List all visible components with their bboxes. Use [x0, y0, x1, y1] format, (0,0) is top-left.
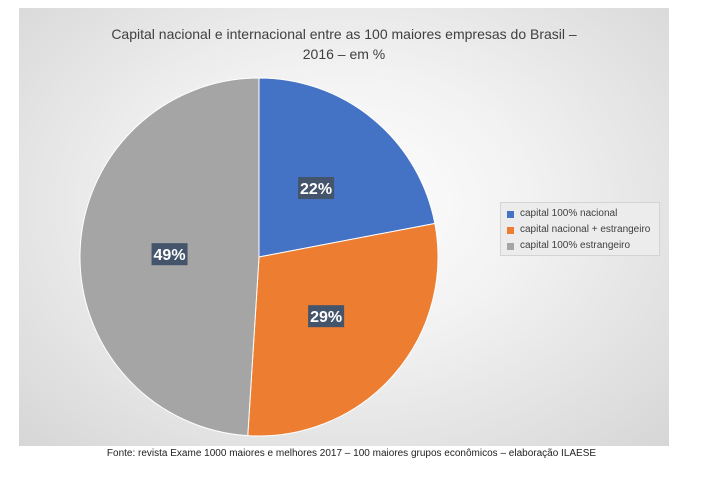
chart-title-line-1: Capital nacional e internacional entre a…: [111, 26, 577, 42]
data-label-bg-estrangeiro: [151, 243, 188, 266]
chart-title-line-2: 2016 – em %: [302, 46, 386, 62]
legend-label-misto: capital nacional + estrangeiro: [520, 224, 651, 235]
chart-title: Capital nacional e internacional entre a…: [19, 24, 669, 64]
data-label-nacional: 22%: [298, 177, 335, 200]
data-label-bg-nacional: [298, 177, 335, 200]
chart-legend: capital 100% nacional capital nacional +…: [500, 202, 660, 256]
data-label-estrangeiro: 49%: [151, 243, 188, 266]
data-label-text-misto: 29%: [310, 309, 342, 326]
chart-area: Capital nacional e internacional entre a…: [19, 8, 669, 446]
legend-label-estrangeiro: capital 100% estrangeiro: [520, 240, 631, 251]
data-label-misto: 29%: [308, 305, 345, 328]
data-label-bg-misto: [308, 305, 345, 328]
data-label-text-nacional: 22%: [300, 181, 332, 198]
legend-swatch-misto: [507, 226, 514, 234]
legend-item-misto: capital nacional + estrangeiro: [507, 222, 653, 238]
pie-chart: 22% 29% 49%: [79, 77, 439, 437]
data-label-text-estrangeiro: 49%: [154, 247, 186, 264]
legend-swatch-nacional: [507, 210, 514, 218]
pie-slice-nacional: [258, 77, 436, 258]
legend-label-nacional: capital 100% nacional: [520, 208, 618, 219]
legend-item-estrangeiro: capital 100% estrangeiro: [507, 238, 653, 254]
legend-swatch-estrangeiro: [507, 242, 514, 250]
legend-item-nacional: capital 100% nacional: [507, 206, 653, 222]
pie-slice-misto: [247, 222, 439, 437]
source-note: Fonte: revista Exame 1000 maiores e melh…: [106, 448, 597, 459]
